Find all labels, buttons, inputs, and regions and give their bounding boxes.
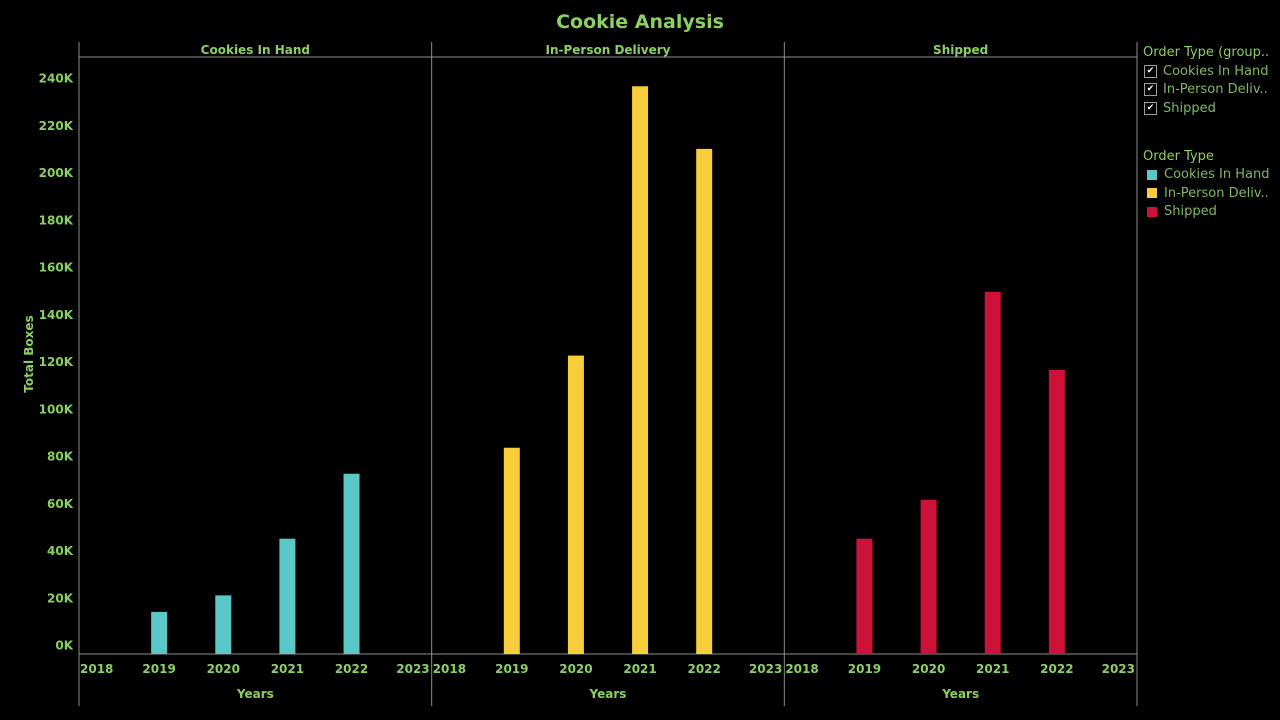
x-axis-label: Years: [941, 687, 979, 701]
panel-header: Shipped: [933, 43, 988, 57]
x-tick-label: 2018: [433, 662, 466, 676]
y-tick-label: 200K: [39, 166, 74, 180]
y-tick-label: 140K: [39, 308, 74, 322]
filter-legend-title: Order Type (group..: [1143, 45, 1270, 60]
filter-item-cookies-in-hand[interactable]: ✔ Cookies In Hand: [1143, 62, 1278, 81]
filter-item-label: In-Person Deliv..: [1163, 82, 1268, 98]
x-tick-label: 2023: [749, 662, 782, 676]
legend-item-in-person-delivery[interactable]: In-Person Deliv..: [1143, 184, 1278, 203]
y-tick-label: 80K: [47, 450, 74, 464]
bar: [1048, 369, 1065, 654]
checkbox-icon[interactable]: ✔: [1144, 64, 1157, 78]
chart-title: Cookie Analysis: [556, 11, 724, 33]
legend-swatch: [1147, 206, 1157, 217]
legend-item-cookies-in-hand[interactable]: Cookies In Hand: [1143, 166, 1278, 185]
x-tick-label: 2018: [785, 662, 818, 676]
x-tick-label: 2019: [495, 662, 528, 676]
x-tick-label: 2021: [976, 662, 1009, 676]
filter-item-label: Shipped: [1163, 100, 1216, 116]
y-axis-label: Total Boxes: [22, 315, 36, 392]
x-tick-label: 2021: [271, 662, 304, 676]
legend-panel: Order Type (group.. ✔ Cookies In Hand ✔ …: [1143, 44, 1278, 221]
bar: [343, 473, 360, 654]
checkbox-icon[interactable]: ✔: [1144, 101, 1157, 115]
x-axis-label: Years: [589, 687, 627, 701]
bar: [503, 447, 520, 654]
y-tick-label: 160K: [39, 261, 74, 275]
bar: [215, 595, 232, 654]
color-legend-title: Order Type: [1143, 148, 1214, 164]
panel-header: In-Person Delivery: [546, 43, 671, 57]
plot-area: 0K 20K 40K 60K 80K 100K 120K 140K 160K 180K 200K 22…: [39, 42, 1138, 706]
x-tick-label: 2020: [912, 662, 945, 676]
checkbox-icon[interactable]: ✔: [1144, 83, 1157, 97]
y-tick-label: 220K: [39, 119, 74, 133]
legend-item-label: Cookies In Hand: [1164, 167, 1270, 183]
x-tick-label: 2018: [80, 662, 113, 676]
x-tick-label: 2019: [848, 662, 881, 676]
y-tick-label: 100K: [39, 402, 74, 416]
bar: [856, 538, 873, 654]
y-tick-label: 20K: [47, 591, 74, 605]
panel-header: Cookies In Hand: [201, 43, 310, 57]
x-tick-label: 2020: [207, 662, 240, 676]
legend-swatch: [1147, 188, 1157, 199]
order-type-color-legend: Order Type Cookies In Hand In-Person Del…: [1143, 148, 1278, 222]
legend-item-label: Shipped: [1164, 204, 1217, 220]
x-tick-label: 2021: [623, 662, 656, 676]
x-tick-label: 2022: [687, 662, 720, 676]
y-tick-label: 180K: [39, 213, 74, 227]
y-tick-label: 60K: [47, 497, 74, 511]
x-tick-label: 2020: [559, 662, 592, 676]
legend-item-label: In-Person Deliv..: [1164, 185, 1269, 201]
bar: [696, 148, 713, 654]
y-tick-label: 240K: [39, 72, 74, 86]
bar: [632, 86, 649, 655]
x-tick-label: 2022: [1040, 662, 1073, 676]
bar: [151, 611, 168, 654]
filter-item-shipped[interactable]: ✔ Shipped: [1143, 99, 1278, 118]
bar: [279, 538, 296, 654]
y-tick-label: 0K: [55, 639, 73, 653]
legend-item-shipped[interactable]: Shipped: [1143, 203, 1278, 222]
bar: [920, 499, 937, 654]
x-tick-label: 2022: [335, 662, 368, 676]
bar-chart: Cookie Analysis Total Boxes 0K 20K 40K 60K 8…: [22, 11, 1138, 706]
y-tick-label: 120K: [39, 355, 74, 369]
x-axis-label: Years: [236, 687, 274, 701]
bar: [567, 355, 584, 654]
x-tick-label: 2023: [396, 662, 429, 676]
order-type-filter: Order Type (group.. ✔ Cookies In Hand ✔ …: [1143, 44, 1278, 118]
bar: [984, 291, 1001, 654]
legend-swatch: [1147, 169, 1157, 180]
filter-item-label: Cookies In Hand: [1163, 63, 1269, 79]
y-tick-label: 40K: [47, 544, 74, 558]
filter-item-in-person-delivery[interactable]: ✔ In-Person Deliv..: [1143, 81, 1278, 100]
x-tick-label: 2019: [142, 662, 175, 676]
x-tick-label: 2023: [1102, 662, 1135, 676]
